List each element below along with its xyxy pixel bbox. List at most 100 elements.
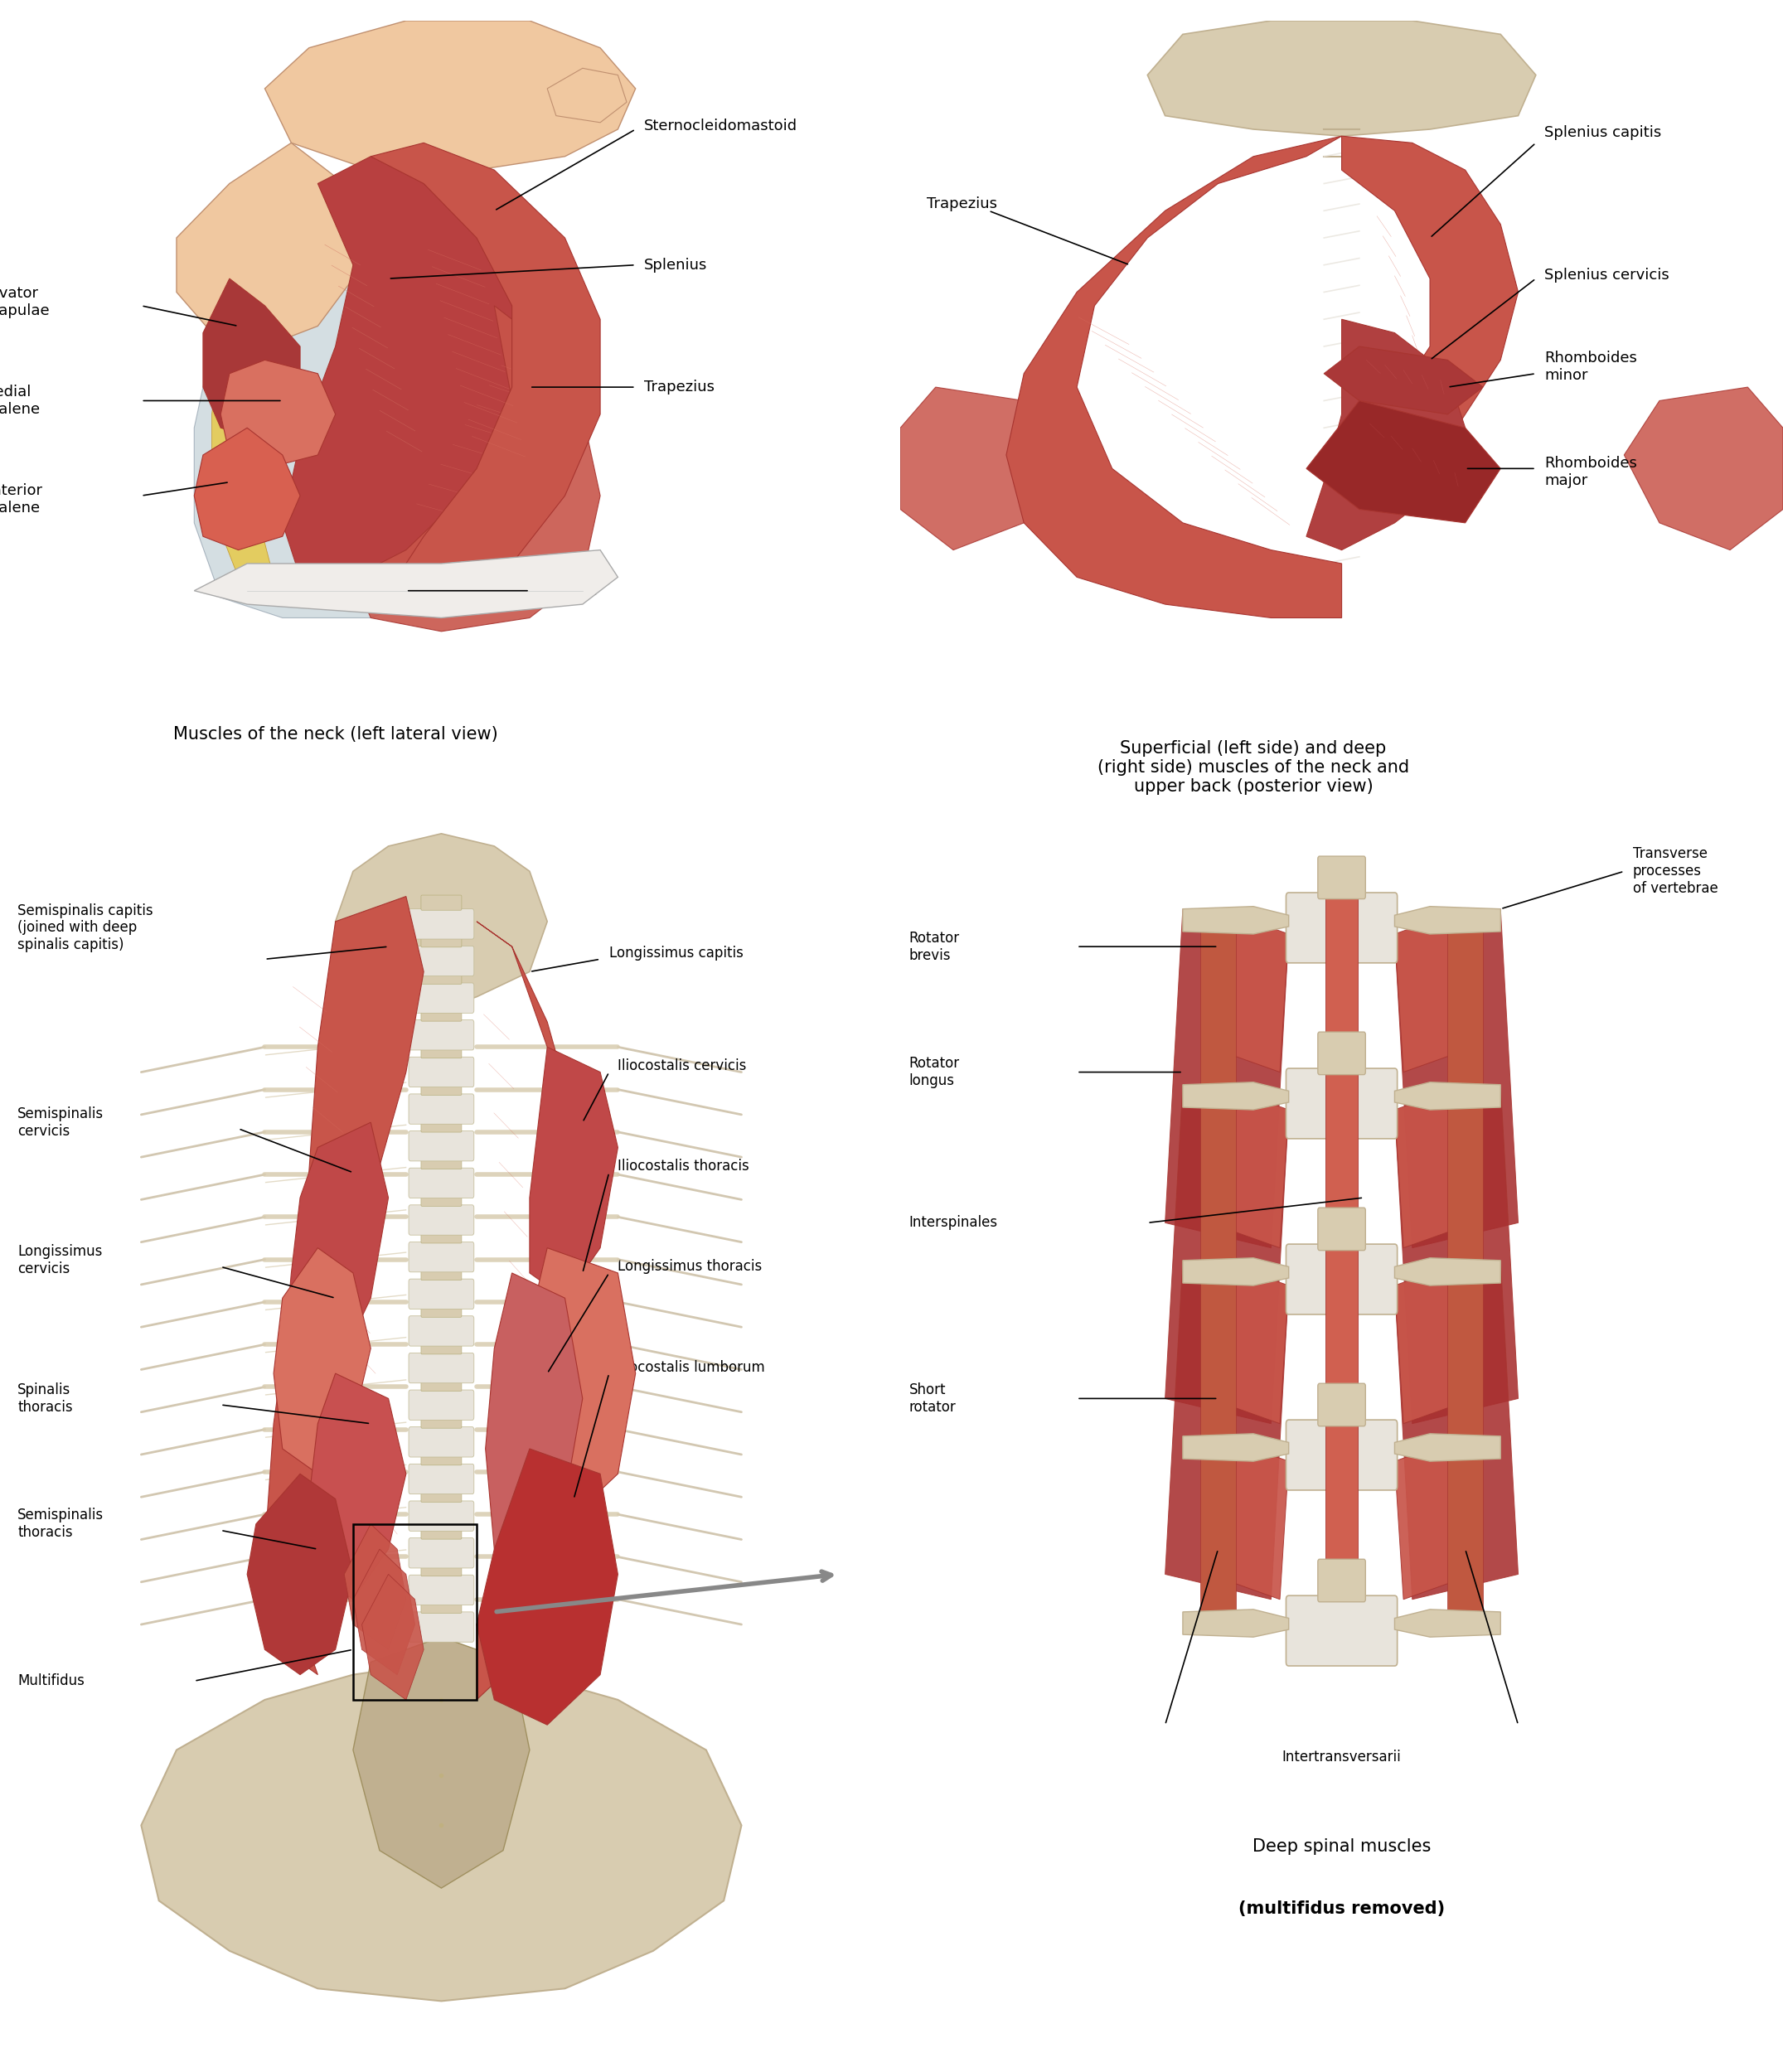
Text: Multifidus: Multifidus bbox=[18, 1674, 84, 1689]
Polygon shape bbox=[530, 1046, 619, 1297]
FancyBboxPatch shape bbox=[1286, 1419, 1398, 1490]
Polygon shape bbox=[1325, 346, 1483, 414]
Polygon shape bbox=[1307, 400, 1501, 522]
FancyBboxPatch shape bbox=[421, 1525, 462, 1539]
FancyBboxPatch shape bbox=[421, 970, 462, 984]
Text: Spinalis
thoracis: Spinalis thoracis bbox=[18, 1382, 73, 1415]
Polygon shape bbox=[194, 427, 300, 549]
Polygon shape bbox=[547, 68, 626, 122]
Text: Semispinalis
thoracis: Semispinalis thoracis bbox=[18, 1508, 103, 1539]
Polygon shape bbox=[1394, 1434, 1501, 1461]
Text: Longissimus
cervicis: Longissimus cervicis bbox=[18, 1245, 102, 1276]
FancyBboxPatch shape bbox=[408, 1278, 474, 1310]
Bar bbox=[353, 1525, 476, 1699]
FancyBboxPatch shape bbox=[408, 1094, 474, 1125]
Polygon shape bbox=[1209, 1260, 1289, 1423]
FancyBboxPatch shape bbox=[1286, 1595, 1398, 1666]
Polygon shape bbox=[1200, 1457, 1236, 1612]
Polygon shape bbox=[1448, 928, 1483, 1084]
Polygon shape bbox=[1394, 1436, 1475, 1600]
Text: Short
rotator: Short rotator bbox=[909, 1382, 956, 1415]
Polygon shape bbox=[1182, 1610, 1289, 1637]
Polygon shape bbox=[273, 1247, 371, 1473]
Polygon shape bbox=[1394, 1260, 1475, 1423]
FancyBboxPatch shape bbox=[408, 1353, 474, 1382]
FancyBboxPatch shape bbox=[421, 1339, 462, 1355]
Polygon shape bbox=[194, 191, 476, 617]
Polygon shape bbox=[1624, 387, 1783, 549]
Text: Medial
scalene: Medial scalene bbox=[0, 385, 39, 416]
Text: Trapezius: Trapezius bbox=[927, 197, 997, 211]
FancyBboxPatch shape bbox=[408, 982, 474, 1013]
FancyBboxPatch shape bbox=[408, 1057, 474, 1088]
Polygon shape bbox=[203, 278, 300, 441]
Polygon shape bbox=[1341, 137, 1517, 510]
Text: Splenius: Splenius bbox=[644, 257, 708, 271]
FancyBboxPatch shape bbox=[421, 895, 462, 910]
FancyBboxPatch shape bbox=[408, 1428, 474, 1457]
FancyBboxPatch shape bbox=[421, 1080, 462, 1096]
Text: Iliocostalis lumborum: Iliocostalis lumborum bbox=[619, 1359, 765, 1374]
Text: Semispinalis
cervicis: Semispinalis cervicis bbox=[18, 1106, 103, 1138]
Polygon shape bbox=[308, 1374, 407, 1600]
FancyBboxPatch shape bbox=[408, 1537, 474, 1569]
FancyBboxPatch shape bbox=[408, 1169, 474, 1198]
Polygon shape bbox=[1200, 928, 1236, 1084]
FancyBboxPatch shape bbox=[1318, 1384, 1366, 1426]
FancyBboxPatch shape bbox=[421, 1266, 462, 1280]
Text: Iliocostalis cervicis: Iliocostalis cervicis bbox=[619, 1059, 747, 1073]
Polygon shape bbox=[353, 307, 601, 632]
Polygon shape bbox=[1164, 1260, 1289, 1600]
Polygon shape bbox=[1006, 137, 1341, 617]
Polygon shape bbox=[1394, 1260, 1517, 1600]
Polygon shape bbox=[212, 184, 282, 597]
Text: Trapezius: Trapezius bbox=[644, 379, 715, 394]
FancyBboxPatch shape bbox=[1286, 1069, 1398, 1140]
Polygon shape bbox=[353, 1637, 530, 1888]
FancyBboxPatch shape bbox=[408, 1465, 474, 1494]
FancyBboxPatch shape bbox=[408, 1575, 474, 1606]
Text: Longissimus thoracis: Longissimus thoracis bbox=[619, 1260, 763, 1274]
Text: Clavicle: Clavicle bbox=[538, 582, 597, 599]
Polygon shape bbox=[1394, 1610, 1501, 1637]
Polygon shape bbox=[282, 1123, 389, 1423]
FancyBboxPatch shape bbox=[421, 1450, 462, 1465]
Polygon shape bbox=[1200, 1104, 1236, 1260]
Polygon shape bbox=[1209, 1084, 1289, 1247]
Polygon shape bbox=[371, 143, 601, 605]
Polygon shape bbox=[1200, 1280, 1236, 1436]
Polygon shape bbox=[194, 549, 619, 617]
FancyBboxPatch shape bbox=[408, 1316, 474, 1347]
Polygon shape bbox=[1164, 1084, 1289, 1423]
Text: Superficial (left side) and deep
(right side) muscles of the neck and
upper back: Superficial (left side) and deep (right … bbox=[1098, 740, 1409, 796]
Text: Sternocleidomastoid: Sternocleidomastoid bbox=[644, 118, 797, 133]
Polygon shape bbox=[344, 1525, 407, 1649]
Text: Semispinalis capitis
(joined with deep
spinalis capitis): Semispinalis capitis (joined with deep s… bbox=[18, 903, 153, 953]
Polygon shape bbox=[1209, 1436, 1289, 1600]
Text: Anterior
scalene: Anterior scalene bbox=[0, 483, 43, 516]
FancyBboxPatch shape bbox=[421, 1488, 462, 1502]
Text: Deep spinal muscles: Deep spinal muscles bbox=[1252, 1838, 1432, 1854]
Polygon shape bbox=[1327, 897, 1357, 1034]
Polygon shape bbox=[353, 1550, 415, 1674]
Text: Iliocostalis thoracis: Iliocostalis thoracis bbox=[619, 1158, 749, 1173]
Polygon shape bbox=[900, 387, 1059, 549]
Polygon shape bbox=[1448, 1280, 1483, 1436]
FancyBboxPatch shape bbox=[1286, 893, 1398, 963]
Text: Rhomboides
minor: Rhomboides minor bbox=[1544, 350, 1637, 383]
Text: Muscles of the neck (left lateral view): Muscles of the neck (left lateral view) bbox=[173, 727, 497, 744]
FancyBboxPatch shape bbox=[421, 1413, 462, 1428]
Polygon shape bbox=[266, 21, 635, 170]
FancyBboxPatch shape bbox=[421, 1117, 462, 1131]
Polygon shape bbox=[1394, 1084, 1475, 1247]
FancyBboxPatch shape bbox=[408, 1612, 474, 1641]
Text: Intertransversarii: Intertransversarii bbox=[1282, 1751, 1401, 1765]
FancyBboxPatch shape bbox=[1286, 1243, 1398, 1314]
FancyBboxPatch shape bbox=[421, 1560, 462, 1577]
FancyBboxPatch shape bbox=[421, 1154, 462, 1169]
Polygon shape bbox=[1182, 905, 1289, 934]
Text: (multifidus removed): (multifidus removed) bbox=[1239, 1900, 1444, 1917]
Text: Rotator
longus: Rotator longus bbox=[909, 1057, 959, 1088]
Polygon shape bbox=[1182, 1258, 1289, 1285]
FancyBboxPatch shape bbox=[421, 1007, 462, 1021]
